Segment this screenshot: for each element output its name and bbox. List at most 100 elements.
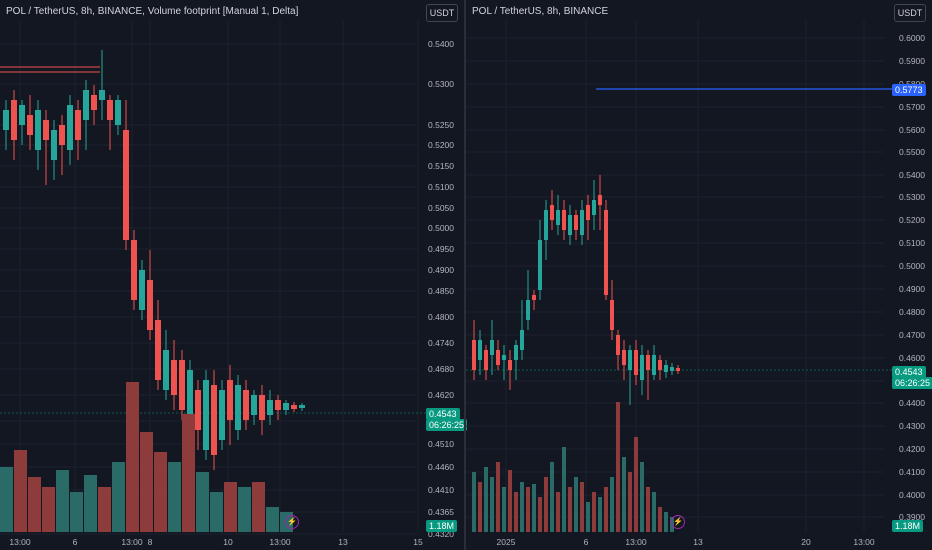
left-candle-body (115, 100, 121, 125)
right-candle-body (478, 340, 482, 360)
right-last-price-tag: 0.4543 (892, 366, 926, 378)
left-candle-body (11, 100, 17, 140)
right-candle-body (562, 210, 566, 230)
left-price-axis-label: 0.4900 (428, 265, 454, 275)
right-price-axis-label: 0.5100 (899, 238, 925, 248)
left-candle-body (203, 380, 209, 450)
left-volume-bar (98, 487, 111, 532)
left-volume-bar (126, 382, 139, 532)
right-volume-bar (538, 497, 542, 532)
right-candle-body (496, 350, 500, 365)
right-price-axis-label: 0.5300 (899, 192, 925, 202)
left-volume-bar (42, 487, 55, 532)
left-candle-body (67, 105, 73, 150)
right-volume-bar (628, 472, 632, 532)
left-candle-body (123, 130, 129, 240)
right-price-axis-label: 0.4800 (899, 307, 925, 317)
left-currency-button[interactable]: USDT (426, 4, 458, 22)
left-time-axis-label: 13:00 (269, 537, 291, 547)
right-candle-body (658, 360, 662, 370)
right-volume-bar (490, 477, 494, 532)
right-volume-bar (580, 482, 584, 532)
right-candle-body (586, 205, 590, 220)
left-candle-body (75, 110, 81, 140)
right-lightning-icon[interactable]: ⚡ (671, 515, 685, 529)
pane-divider[interactable] (464, 0, 466, 550)
right-candle-body (550, 205, 554, 220)
right-price-axis-label: 0.4400 (899, 398, 925, 408)
left-chart-canvas[interactable]: 0.5400 0.5300 0.5250 0.5200 0.5150 0.5100 0.50… (0, 0, 464, 550)
left-volume-bar (182, 414, 195, 532)
right-volume-bar (472, 472, 476, 532)
right-volume-bar (514, 492, 518, 532)
right-candle-body (622, 350, 626, 365)
left-volume-bar (252, 482, 265, 532)
left-volume-bar (14, 450, 27, 532)
left-volume-tag: 1.18M (426, 520, 458, 532)
right-volume-bar (622, 457, 626, 532)
right-price-axis-label: 0.5400 (899, 170, 925, 180)
left-lightning-icon[interactable]: ⚡ (285, 515, 299, 529)
right-candle-body (568, 215, 572, 235)
right-volume-bar (658, 507, 662, 532)
right-price-axis-label: 0.5200 (899, 215, 925, 225)
left-price-axis-label: 0.5000 (428, 223, 454, 233)
left-volume-bar (70, 492, 83, 532)
left-volume-bar (0, 467, 13, 532)
right-candle-body (610, 300, 614, 330)
right-candle-body (514, 345, 518, 360)
left-volume-bar (84, 475, 97, 532)
right-volume-bar (550, 462, 554, 532)
right-price-axis-label: 0.4900 (899, 284, 925, 294)
left-candle-body (259, 395, 265, 420)
right-candle-body (664, 365, 668, 372)
right-candle-body (676, 368, 680, 371)
right-candle-body (484, 350, 488, 370)
right-currency-button[interactable]: USDT (894, 4, 926, 22)
left-volume-bar (196, 472, 209, 532)
right-volume-bar (526, 487, 530, 532)
right-volume-bar (544, 477, 548, 532)
right-price-axis-label: 0.5900 (899, 56, 925, 66)
right-price-axis-label: 0.5700 (899, 102, 925, 112)
left-candle-body (171, 360, 177, 395)
left-price-axis-label: 0.4320 (428, 529, 454, 539)
left-price-axis-label: 0.4410 (428, 485, 454, 495)
left-price-axis-label: 0.5100 (428, 182, 454, 192)
left-time-axis-label: 13:00 (9, 537, 31, 547)
left-price-axis-label: 0.4740 (428, 338, 454, 348)
right-price-axis-label: 0.4300 (899, 421, 925, 431)
left-candle-body (35, 110, 41, 150)
left-volume-bar (56, 470, 69, 532)
left-candle-body (211, 385, 217, 455)
right-volume-bar (520, 482, 524, 532)
right-candle-body (598, 195, 602, 205)
right-volume-bar (652, 492, 656, 532)
right-volume-bar (598, 497, 602, 532)
right-price-axis-label: 0.4700 (899, 330, 925, 340)
right-candle-body (640, 355, 644, 380)
right-time-axis-label: 6 (584, 537, 589, 547)
left-candle-body (291, 405, 297, 409)
left-time-axis-label: 6 (73, 537, 78, 547)
left-time-axis-label: 10 (223, 537, 233, 547)
right-volume-bar (556, 492, 560, 532)
left-candle-body (3, 110, 9, 130)
right-price-axis-label: 0.5000 (899, 261, 925, 271)
right-time-axis-label: 20 (801, 537, 811, 547)
left-volume-bar (266, 507, 279, 532)
left-price-axis-label: 0.5200 (428, 140, 454, 150)
right-candle-body (520, 330, 524, 350)
left-candle-body (131, 240, 137, 300)
right-volume-bar (610, 477, 614, 532)
right-candle-body (670, 367, 674, 371)
right-chart-canvas[interactable]: 0.60000.59000.58000.57000.56000.55000.54… (466, 0, 932, 550)
right-price-axis-label: 0.4200 (899, 444, 925, 454)
right-volume-bar (562, 447, 566, 532)
left-volume-bar (28, 477, 41, 532)
left-chart-pane[interactable]: POL / TetherUS, 8h, BINANCE, Volume foot… (0, 0, 468, 550)
right-chart-pane[interactable]: POL / TetherUS, 8h, BINANCE USDT 0.6000 0… (466, 0, 932, 550)
right-chart-title: POL / TetherUS, 8h, BINANCE (472, 6, 609, 17)
left-time-axis-label: 13 (338, 537, 348, 547)
left-volume-bar (154, 452, 167, 532)
